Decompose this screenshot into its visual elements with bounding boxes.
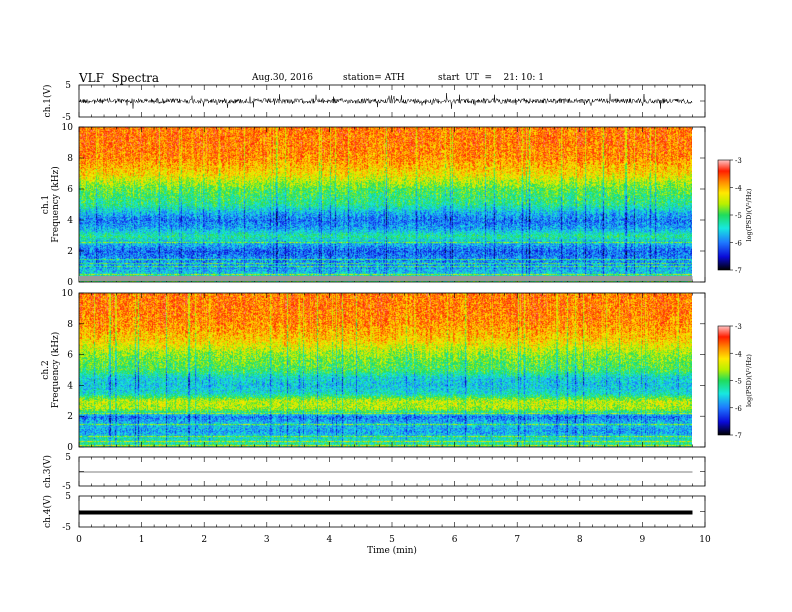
ch2-ytick: 8 [67,320,73,330]
ch1-waveform-trace [78,93,693,109]
ch1-ylabel-channel: ch.1 [41,195,51,214]
ch1-ytick-top: 5 [65,81,71,91]
ch1-colorbar-tick-label: -7 [735,267,742,275]
x-tick-label: 2 [201,535,207,545]
ch1-colorbar-tick-label: -5 [735,212,742,220]
ch2-colorbar-label: log(PSD)(V²/Hz) [745,354,753,407]
ch1-colorbar [717,159,731,271]
ch4-ytick-top: 5 [65,492,71,502]
ch3-ytick-top: 5 [65,453,71,463]
ch1-ytick: 10 [62,123,74,133]
x-tick-label: 5 [389,535,395,545]
ch2-ylabel-channel: ch.2 [41,360,51,379]
ch2-ytick: 6 [67,351,73,361]
ch2-colorbar [717,325,731,436]
ch4-ytick-bottom: -5 [62,523,71,533]
x-tick-label: 9 [640,535,646,545]
ch2-colorbar-tick-label: -4 [735,350,742,358]
ch4-ylabel: ch.4(V) [42,495,53,528]
ch1-ytick-bottom: -5 [62,113,71,123]
ch2-colorbar-tick-label: -6 [735,405,742,413]
ch3-ylabel: ch.3(V) [42,455,53,488]
ch2-ytick: 0 [67,443,73,453]
x-axis-label: Time (min) [367,545,417,556]
ch1-ylabel: ch.1(V) [42,85,53,118]
ch4-waveform-trace [79,510,693,515]
ch3-ytick-bottom: -5 [62,482,71,492]
x-tick-label: 7 [514,535,520,545]
x-tick-label: 10 [699,535,711,545]
ch2-spectrogram [79,293,692,447]
ch1-ytick: 0 [67,278,73,288]
figure-title: VLF Spectra [79,71,160,85]
ch1-colorbar-tick-label: -4 [735,185,742,193]
ch2-colorbar-tick-label: -7 [735,432,742,440]
station-label: station= ATH [343,73,405,83]
ch2-colorbar-tick-label: -3 [735,323,742,331]
ch1-colorbar-tick-label: -3 [735,157,742,165]
ch2-ytick: 2 [67,412,73,422]
ch2-ytick: 4 [67,381,73,391]
ch1-ytick: 6 [67,185,73,195]
date-label: Aug.30, 2016 [252,73,313,83]
x-tick-label: 3 [264,535,270,545]
ch1-ytick: 4 [67,216,73,226]
ch1-low-frequency-band [79,276,693,281]
x-tick-label: 1 [139,535,145,545]
ch1-ytick: 8 [67,154,73,164]
ch2-ylabel-frequency: Frequency (kHz) [50,332,61,409]
ch1-colorbar-tick-label: -6 [735,240,742,248]
ch1-ytick: 2 [67,247,73,257]
ch1-spectrogram [79,127,692,282]
ch2-ytick: 10 [62,289,74,299]
x-tick-label: 8 [577,535,583,545]
x-tick-label: 4 [327,535,333,545]
ch1-colorbar-label: log(PSD)(V²/Hz) [745,188,753,241]
x-tick-label: 6 [452,535,458,545]
x-tick-label: 0 [76,535,82,545]
ch2-colorbar-tick-label: -5 [735,378,742,386]
start-time-label: start UT = 21: 10: 1 [438,73,544,83]
ch1-ylabel-frequency: Frequency (kHz) [50,166,61,243]
